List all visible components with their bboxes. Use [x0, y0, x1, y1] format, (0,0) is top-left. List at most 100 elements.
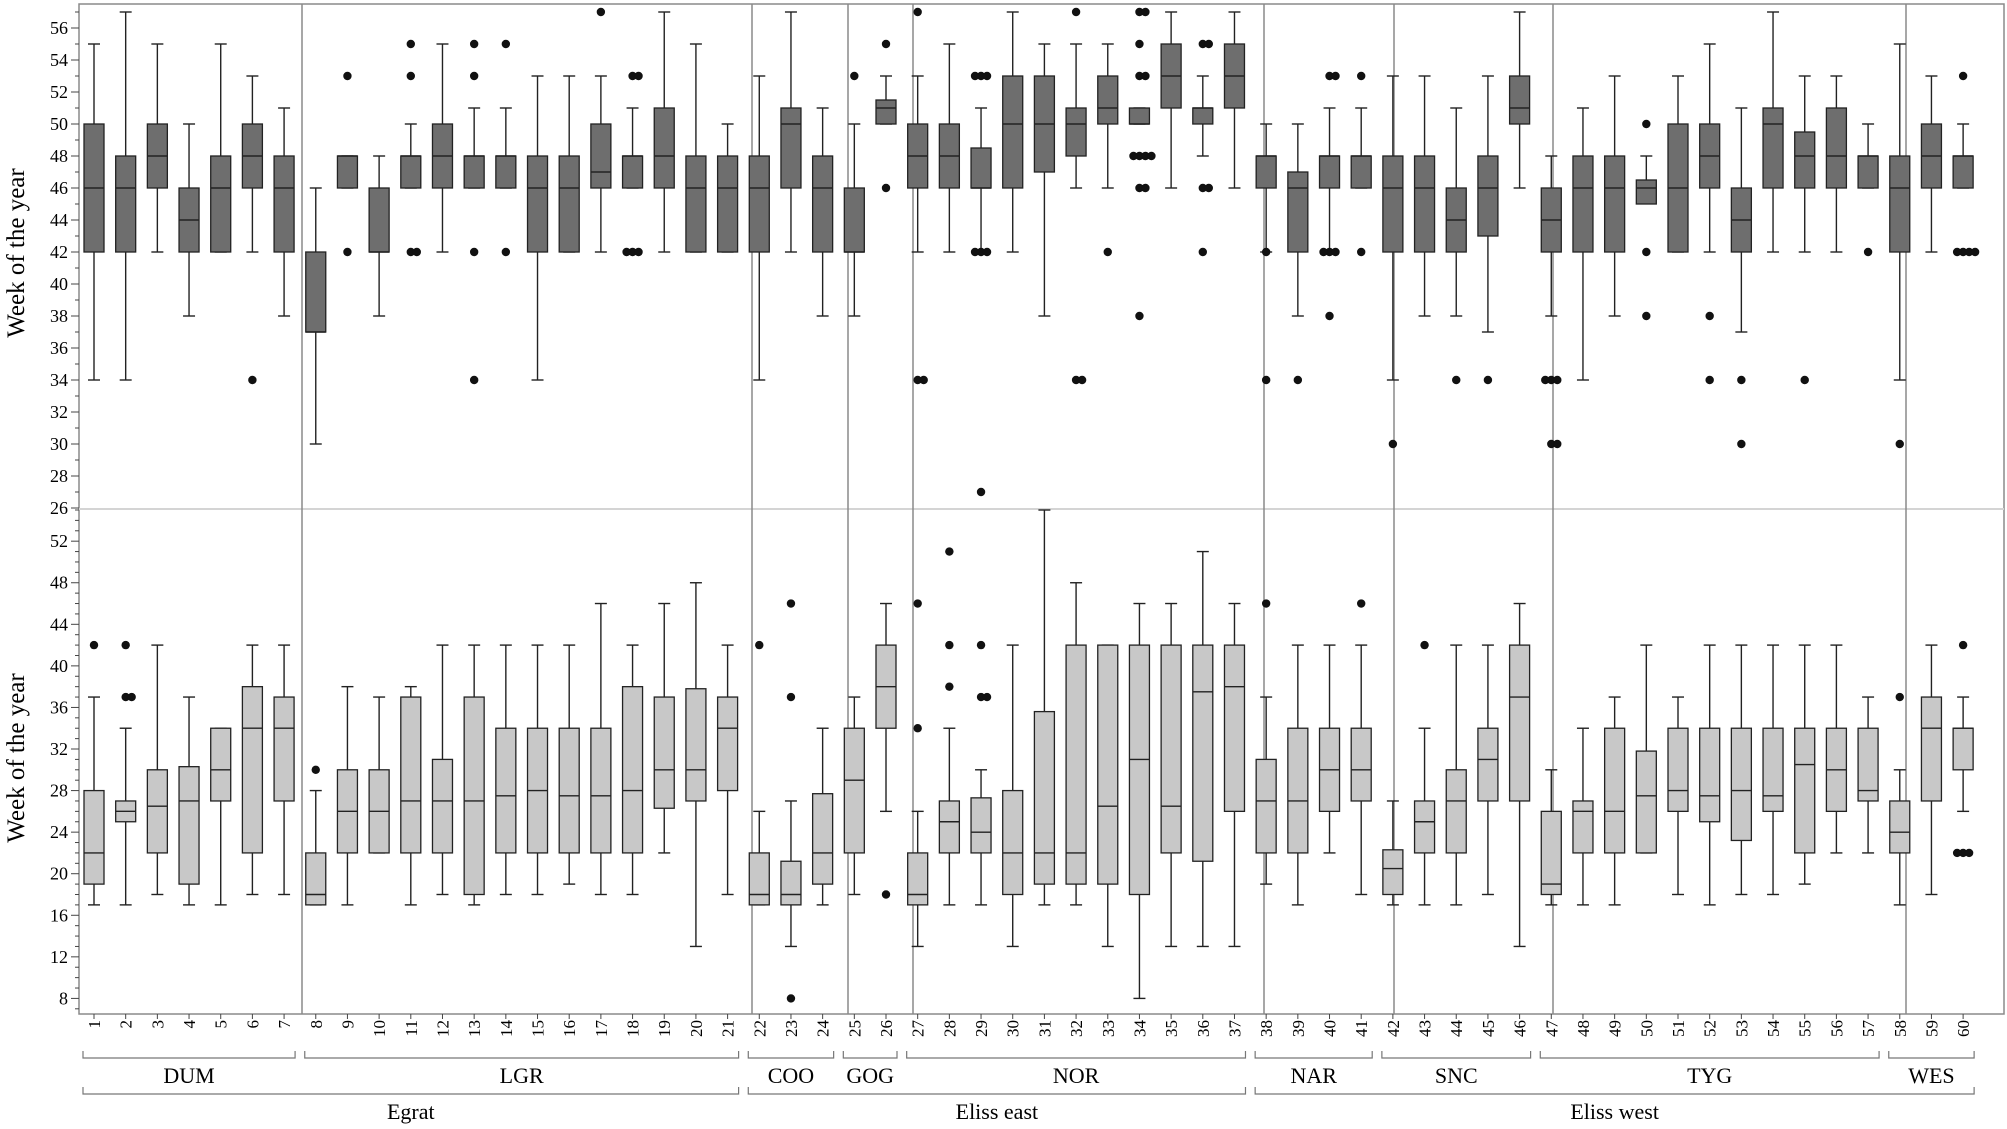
x-tick-label: 9	[338, 1020, 357, 1029]
box-iqr	[1065, 107, 1087, 157]
bottom-box-19	[653, 602, 675, 854]
outlier-point	[1319, 247, 1328, 257]
outlier-point	[982, 692, 992, 702]
top-box-26	[875, 39, 897, 193]
top-y-tick-label: 42	[50, 242, 68, 262]
box-iqr	[146, 769, 169, 854]
box-iqr	[210, 155, 232, 253]
top-y-tick-label: 30	[50, 434, 68, 454]
x-tick-label: 44	[1447, 1020, 1466, 1038]
x-tick-label: 48	[1574, 1020, 1593, 1037]
bottom-box-49	[1603, 696, 1626, 906]
bottom-box-32	[1065, 582, 1087, 906]
group-label: GOG	[846, 1063, 894, 1088]
x-tick-label: 16	[560, 1020, 579, 1037]
group-label: TYG	[1687, 1063, 1732, 1088]
box-iqr	[1603, 727, 1626, 854]
top-y-tick-label: 40	[50, 274, 68, 294]
box-iqr	[875, 99, 897, 125]
outlier-point	[1553, 439, 1562, 449]
bottom-box-17	[590, 602, 612, 896]
outlier-point	[1642, 247, 1651, 257]
top-box-20	[685, 43, 707, 253]
outlier-point	[970, 247, 980, 257]
bottom-box-4	[178, 696, 200, 906]
box-iqr	[1350, 727, 1372, 802]
box-iqr	[1762, 727, 1784, 813]
box-iqr	[1223, 644, 1246, 813]
outlier-point	[1141, 71, 1150, 81]
box-iqr	[1857, 727, 1879, 802]
group-label: SNC	[1435, 1063, 1478, 1088]
outlier-point	[469, 71, 479, 81]
outlier-point	[1331, 71, 1340, 81]
box-iqr	[526, 155, 549, 253]
x-tick-label: 26	[877, 1020, 896, 1037]
outlier-point	[1642, 311, 1651, 321]
top-box-28	[938, 43, 961, 253]
outlier-point	[1863, 247, 1873, 257]
outlier-point	[786, 692, 796, 702]
outlier-point	[628, 71, 637, 81]
top-y-tick-label: 32	[50, 402, 68, 422]
box-iqr	[590, 123, 612, 189]
top-box-40	[1318, 71, 1341, 321]
bottom-box-38	[1255, 599, 1277, 885]
bottom-box-13	[463, 644, 485, 906]
x-tick-label: 1	[85, 1020, 104, 1029]
group-bracket	[906, 1051, 1247, 1059]
region-bracket	[1254, 1087, 1975, 1095]
outlier-point	[1547, 439, 1556, 449]
outlier-point	[406, 247, 415, 257]
group-bracket	[1888, 1051, 1975, 1059]
bottom-box-54	[1762, 644, 1784, 896]
outlier-point	[982, 71, 992, 81]
top-box-31	[1033, 43, 1056, 317]
top-y-tick-label: 38	[50, 306, 68, 326]
bottom-y-tick-label: 48	[50, 573, 68, 593]
top-y-tick-label: 50	[50, 114, 68, 134]
top-box-37	[1223, 11, 1246, 189]
x-tick-label: 33	[1099, 1020, 1118, 1037]
bottom-box-22	[748, 640, 770, 906]
box-iqr	[273, 155, 295, 253]
bottom-box-23	[780, 599, 802, 1003]
x-tick-label: 37	[1225, 1020, 1244, 1038]
outlier-point	[1261, 247, 1271, 257]
outlier-point	[1420, 640, 1429, 650]
outlier-point	[343, 71, 352, 81]
top-box-46	[1508, 11, 1531, 189]
bottom-box-21	[716, 644, 739, 896]
top-box-59	[1920, 75, 1943, 253]
bottom-box-3	[146, 644, 169, 896]
box-iqr	[1192, 644, 1214, 862]
bottom-y-tick-label: 40	[50, 656, 68, 676]
box-iqr	[1255, 155, 1277, 189]
box-iqr	[1033, 710, 1056, 885]
box-iqr	[431, 758, 454, 854]
group-label: WES	[1908, 1063, 1954, 1088]
box-iqr	[1920, 696, 1943, 802]
group-bracket	[304, 1051, 740, 1059]
top-box-50	[1635, 119, 1657, 321]
bottom-box-15	[526, 644, 549, 896]
outlier-point	[1970, 247, 1980, 257]
top-box-1	[83, 43, 105, 381]
bottom-box-58	[1889, 692, 1911, 906]
x-tick-label: 38	[1257, 1020, 1276, 1037]
outlier-point	[469, 375, 479, 385]
top-box-47	[1540, 155, 1562, 449]
outlier-point	[406, 39, 415, 49]
outlier-point	[919, 375, 928, 385]
box-iqr	[1477, 727, 1499, 802]
box-iqr	[1128, 107, 1151, 125]
outlier-point	[881, 183, 891, 193]
top-box-51	[1667, 75, 1689, 253]
top-box-49	[1603, 75, 1626, 317]
top-box-6	[241, 75, 264, 385]
outlier-point	[976, 247, 986, 257]
outlier-point	[1135, 7, 1144, 17]
outlier-point	[1642, 119, 1651, 129]
outlier-point	[1357, 247, 1366, 257]
